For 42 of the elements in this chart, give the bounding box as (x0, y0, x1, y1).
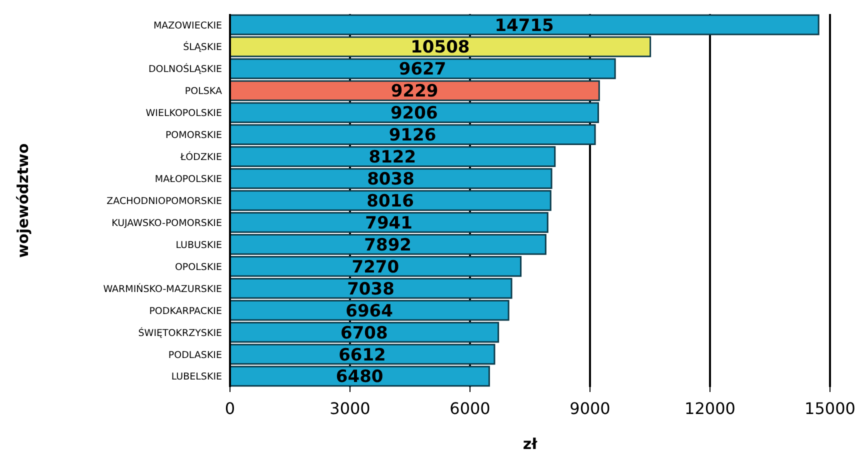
y-tick-label: PODLASKIE (168, 350, 222, 361)
y-tick-label: WARMIŃSKO-MAZURSKIE (103, 282, 222, 295)
data-label: 7270 (352, 257, 400, 278)
data-label: 8122 (368, 148, 416, 168)
data-label: 7892 (364, 235, 412, 256)
x-tick-label: 6000 (450, 399, 490, 418)
data-label: 6708 (340, 323, 388, 344)
x-tick-label: 15000 (804, 399, 856, 418)
y-tick-label: PODKARPACKIE (149, 306, 222, 317)
data-label: 6964 (346, 301, 394, 322)
x-axis-title: zł (522, 435, 538, 453)
y-tick-label: ŚWIĘTOKRZYSKIE (138, 326, 222, 339)
x-tick-label: 9000 (570, 399, 610, 418)
y-tick-label: OPOLSKIE (174, 262, 222, 273)
data-label: 8038 (367, 170, 414, 190)
data-label: 9126 (388, 126, 436, 146)
x-tick-label: 3000 (330, 399, 370, 418)
y-tick-label: DOLNOŚLĄSKIE (148, 63, 222, 76)
data-label: 8016 (366, 192, 414, 212)
y-tick-label: LUBUSKIE (176, 240, 222, 251)
data-label: 6480 (336, 367, 384, 388)
y-tick-label: WIELKOPOLSKIE (146, 108, 222, 120)
y-tick-label: MAŁOPOLSKIE (154, 174, 222, 186)
y-tick-label: LUBELSKIE (171, 372, 222, 383)
data-label: 9206 (390, 104, 438, 124)
y-tick-label: POLSKA (184, 86, 222, 98)
data-label: 10508 (410, 38, 470, 58)
y-tick-label: MAZOWIECKIE (153, 20, 222, 32)
y-tick-label: ŚLĄSKIE (183, 41, 222, 54)
y-tick-label: KUJAWSKO-POMORSKIE (112, 218, 222, 229)
data-label: 9627 (398, 60, 446, 80)
y-tick-label: ŁÓDZKIE (179, 151, 222, 164)
x-tick-label: 12000 (684, 399, 736, 418)
data-label: 14715 (494, 16, 554, 36)
y-tick-label: ZACHODNIOPOMORSKIE (106, 196, 222, 207)
x-tick-label: 0 (224, 399, 236, 418)
y-tick-label: POMORSKIE (165, 130, 222, 142)
data-label: 7941 (365, 213, 412, 234)
data-label: 9229 (390, 82, 438, 102)
data-label: 6612 (338, 345, 386, 366)
y-axis-title: województwo (14, 143, 32, 258)
data-label: 7038 (347, 279, 394, 300)
